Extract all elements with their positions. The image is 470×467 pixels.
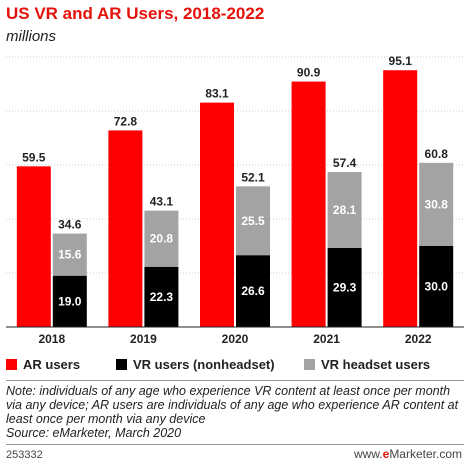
legend-item-vr-nonheadset: VR users (nonheadset) — [116, 357, 275, 372]
label-vr-total-2019: 43.1 — [150, 195, 174, 209]
label-ar-2022: 95.1 — [389, 54, 413, 68]
label-vr-total-2021: 57.4 — [333, 156, 357, 170]
bar-chart: 59.5 19.0 15.6 34.6 2018 72.8 22.3 20.8 43.1 2019… — [6, 54, 464, 346]
label-vr-nonheadset-2018: 19.0 — [58, 294, 82, 308]
chart-title: US VR and AR Users, 2018-2022 — [6, 4, 265, 23]
tick-label-2018: 2018 — [38, 332, 65, 346]
label-ar-2020: 83.1 — [205, 87, 229, 101]
legend-item-vr-headset: VR headset users — [304, 357, 430, 372]
legend: AR users VR users (nonheadset) VR headse… — [6, 357, 466, 377]
bar-vr-nonheadset-2021 — [327, 247, 362, 327]
note-block: Note: individuals of any age who experie… — [6, 384, 466, 440]
label-vr-headset-2021: 28.1 — [333, 203, 357, 217]
bar-vr-nonheadset-2019 — [144, 266, 179, 327]
bar-ar-2018 — [16, 166, 51, 327]
legend-label-ar: AR users — [23, 357, 81, 372]
label-vr-nonheadset-2022: 30.0 — [425, 280, 449, 294]
label-vr-total-2020: 52.1 — [241, 170, 265, 184]
bar-vr-nonheadset-2022 — [419, 246, 454, 327]
bar-ar-2021 — [291, 81, 326, 327]
divider-bottom — [6, 444, 464, 445]
label-vr-nonheadset-2019: 22.3 — [150, 290, 174, 304]
bar-ar-2022 — [383, 70, 418, 327]
legend-label-vr-headset: VR headset users — [321, 357, 431, 372]
brand-e: e — [382, 447, 390, 461]
tick-label-2019: 2019 — [130, 332, 157, 346]
legend-swatch-ar — [6, 359, 17, 370]
divider-top — [6, 380, 464, 381]
legend-item-ar: AR users — [6, 357, 80, 372]
bar-vr-nonheadset-2018 — [52, 275, 87, 327]
label-vr-total-2022: 60.8 — [425, 147, 449, 161]
bar-vr-headset-2020 — [236, 186, 270, 256]
source-text: Source: eMarketer, March 2020 — [6, 426, 182, 440]
label-ar-2021: 90.9 — [297, 66, 321, 80]
legend-swatch-vr-nonheadset — [116, 359, 127, 370]
bar-ar-2019 — [108, 130, 143, 327]
label-vr-headset-2022: 30.8 — [425, 197, 449, 211]
bar-vr-headset-2018 — [52, 233, 87, 276]
label-vr-headset-2019: 20.8 — [150, 232, 174, 246]
chart-id: 253332 — [6, 449, 43, 461]
bar-vr-headset-2021 — [327, 172, 362, 248]
bar-vr-headset-2022 — [419, 162, 454, 246]
bar-ar-2020 — [200, 102, 234, 327]
label-ar-2018: 59.5 — [22, 150, 46, 164]
tick-label-2021: 2021 — [313, 332, 340, 346]
label-vr-headset-2018: 15.6 — [58, 248, 82, 262]
chart-subtitle: millions — [6, 28, 57, 45]
brand-rest: Marketer.com — [389, 447, 462, 461]
tick-label-2022: 2022 — [405, 332, 432, 346]
legend-label-vr-nonheadset: VR users (nonheadset) — [133, 357, 275, 372]
bar-vr-headset-2019 — [144, 210, 179, 267]
label-vr-total-2018: 34.6 — [58, 218, 82, 232]
label-vr-headset-2020: 25.5 — [241, 214, 265, 228]
legend-swatch-vr-headset — [304, 359, 315, 370]
brand-prefix: www. — [353, 447, 383, 461]
note-text: Note: individuals of any age who experie… — [6, 384, 459, 426]
bar-vr-nonheadset-2020 — [236, 255, 270, 327]
label-vr-nonheadset-2020: 26.6 — [241, 284, 265, 298]
tick-label-2020: 2020 — [222, 332, 249, 346]
label-vr-nonheadset-2021: 29.3 — [333, 280, 357, 294]
brand-logo: www.eMarketer.com — [354, 447, 462, 461]
label-ar-2019: 72.8 — [114, 114, 138, 128]
